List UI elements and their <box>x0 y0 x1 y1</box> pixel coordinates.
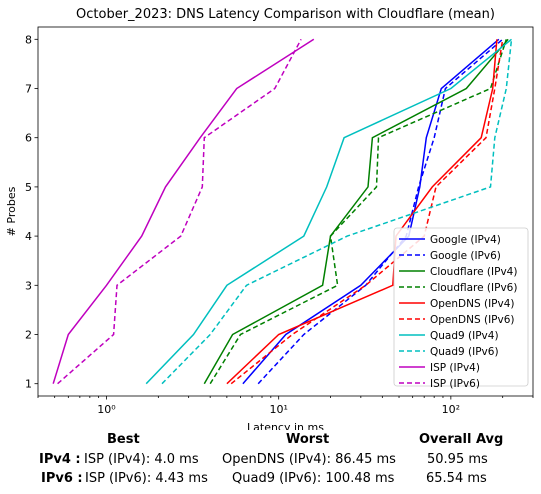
legend-entry-6: Quad9 (IPv4) <box>430 330 499 342</box>
series-line-3 <box>209 39 508 385</box>
series-line-4 <box>226 39 498 385</box>
ipv6-worst: Quad9 (IPv6): 100.48 ms <box>232 471 395 486</box>
latency-chart: October_2023: DNS Latency Comparison wit… <box>5 7 534 430</box>
legend-entry-2: Cloudflare (IPv4) <box>430 266 517 278</box>
legend-entry-5: OpenDNS (IPv6) <box>430 314 515 326</box>
series-line-6 <box>145 38 512 385</box>
y-tick-label: 6 <box>25 132 32 145</box>
legend-entry-8: ISP (IPv4) <box>430 362 480 374</box>
summary-table: Best Worst Overall Avg IPv4 : ISP (IPv4)… <box>0 430 541 494</box>
ipv6-row-label: IPv6 : <box>41 471 83 486</box>
ipv6-avg: 65.54 ms <box>426 471 487 486</box>
ipv6-best: ISP (IPv6): 4.43 ms <box>85 471 208 486</box>
legend-entry-4: OpenDNS (IPv4) <box>430 298 515 310</box>
y-tick-label: 4 <box>25 230 32 243</box>
plot-frame <box>37 26 534 397</box>
overall-avg-header: Overall Avg <box>419 432 504 447</box>
legend-entry-9: ISP (IPv6) <box>430 378 480 390</box>
y-tick-label: 3 <box>25 279 32 292</box>
series-line-5 <box>230 39 504 385</box>
ipv4-best: ISP (IPv4): 4.0 ms <box>84 452 199 467</box>
legend-entry-0: Google (IPv4) <box>430 234 501 246</box>
legend-entry-7: Quad9 (IPv6) <box>430 346 499 358</box>
legend-box <box>393 227 529 387</box>
y-tick-label: 8 <box>25 33 32 46</box>
y-axis-label: # Probes <box>5 186 18 236</box>
x-tick-label: 10² <box>442 403 460 416</box>
series-line-1 <box>257 38 504 385</box>
legend-entry-1: Google (IPv6) <box>430 250 501 262</box>
y-tick-label: 7 <box>25 83 32 96</box>
y-tick-label: 2 <box>25 329 32 342</box>
ipv4-worst: OpenDNS (IPv4): 86.45 ms <box>222 452 396 467</box>
series-line-9 <box>57 38 302 385</box>
x-tick-label: 10⁰ <box>97 403 116 416</box>
worst-header: Worst <box>286 432 330 447</box>
series-line-2 <box>203 38 509 385</box>
ipv4-avg: 50.95 ms <box>427 452 488 467</box>
legend-entry-3: Cloudflare (IPv6) <box>430 282 517 294</box>
series-line-8 <box>52 38 315 384</box>
y-tick-label: 5 <box>25 181 32 194</box>
ipv4-row-label: IPv4 : <box>39 452 81 467</box>
chart-title: October_2023: DNS Latency Comparison wit… <box>76 7 495 22</box>
x-axis-label: Latency in ms <box>247 421 324 430</box>
x-tick-label: 10¹ <box>269 403 287 416</box>
y-tick-label: 1 <box>25 378 32 391</box>
best-header: Best <box>107 432 140 447</box>
